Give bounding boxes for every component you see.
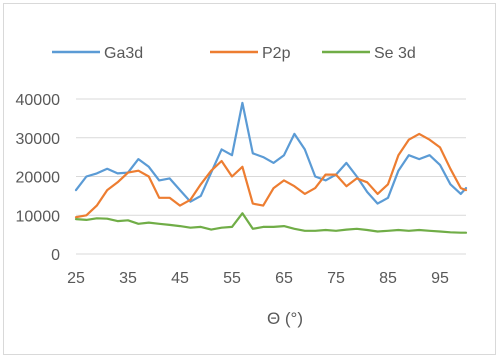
y-tick-label: 0 [51,247,60,264]
x-axis-title: Θ (°) [267,309,303,328]
y-tick-label: 40000 [16,92,61,109]
x-axis-tick-labels: 25 35 45 55 65 75 85 95 [67,270,449,287]
y-tick-label: 30000 [16,131,61,148]
x-tick-label: 45 [171,270,189,287]
x-tick-label: 85 [379,270,397,287]
x-tick-label: 25 [67,270,85,287]
x-tick-label: 35 [119,270,137,287]
legend-label: Ga3d [104,45,143,62]
gridlines [76,98,466,216]
legend-label: P2p [262,45,291,62]
x-tick-label: 75 [327,270,345,287]
legend-label: Se 3d [374,45,416,62]
y-tick-label: 20000 [16,170,61,187]
series-line-ga3d [74,101,468,205]
series-line-p2p [74,132,468,219]
legend: Ga3d P2p Se 3d [52,45,416,62]
line-chart: Ga3d P2p Se 3d 0 10000 20000 30000 40000 25 35 4… [16,45,468,328]
y-axis-tick-labels: 0 10000 20000 30000 40000 [16,92,61,264]
x-tick-label: 55 [223,270,241,287]
chart-frame: Ga3d P2p Se 3d 0 10000 20000 30000 40000 25 35 4… [3,3,496,355]
y-tick-label: 10000 [16,208,61,225]
series-lines [74,101,468,234]
x-tick-label: 95 [431,270,449,287]
x-tick-label: 65 [275,270,293,287]
series-line-se-3d [74,212,468,234]
